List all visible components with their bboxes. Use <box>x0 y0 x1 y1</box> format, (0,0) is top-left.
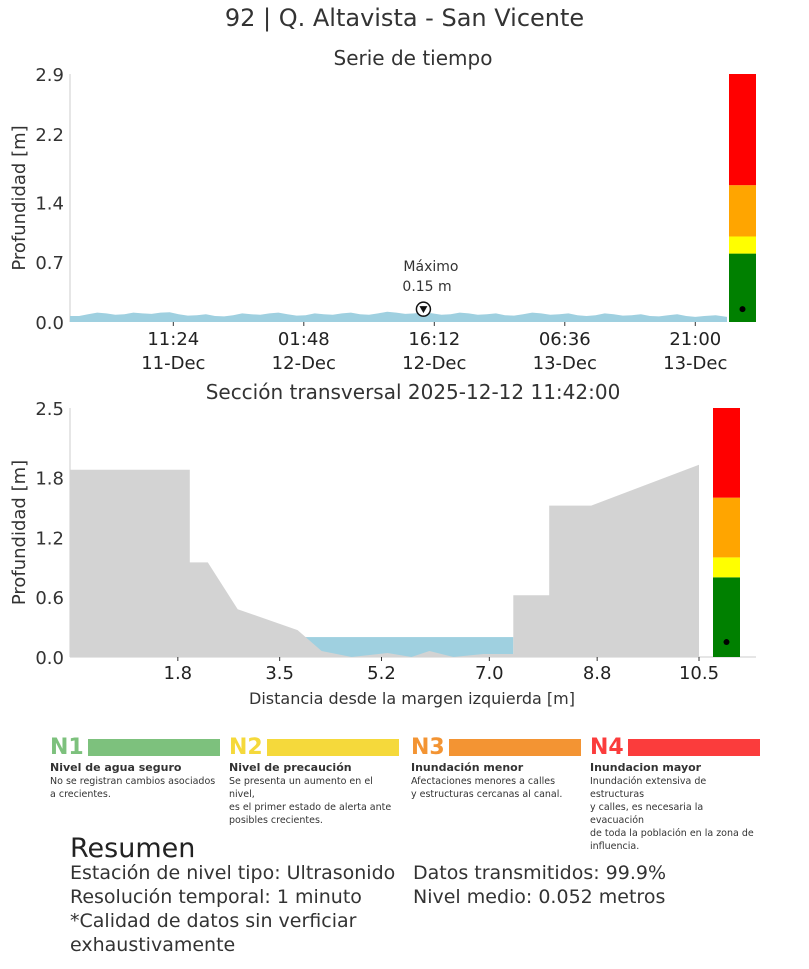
legend-color-bar <box>449 738 581 756</box>
legend-desc-line: es el primer estado de alerta ante <box>229 802 392 813</box>
max-annotation-label: Máximo <box>403 259 458 275</box>
summary-line: Datos transmitidos: 99.9% <box>413 862 667 884</box>
x-tick-label: 06:36 <box>539 329 591 350</box>
water-area <box>285 637 514 657</box>
legend-desc: Se presenta un aumento en el nivel, es e… <box>229 775 399 827</box>
legend-n1: N1 Nivel de agua seguro No se registran … <box>50 735 220 801</box>
y-tick-label: 0.7 <box>35 253 64 274</box>
x-tick-label: 16:12 <box>408 329 460 350</box>
legend-desc-line: posibles crecientes. <box>229 815 323 826</box>
legend-desc-line: No se registran cambios asociados <box>50 776 216 787</box>
legend-n3: N3 Inundación menor Afectaciones menores… <box>411 735 581 801</box>
x-tick-label: 3.5 <box>265 663 294 684</box>
legend-desc-line: y estructuras cercanas al canal. <box>411 789 563 800</box>
legend-n4: N4 Inundacion mayor Inundación extensiva… <box>590 735 760 853</box>
legend-name: Nivel de agua seguro <box>50 761 182 774</box>
y-tick-label: 2.5 <box>35 399 64 420</box>
legend-n2: N2 Nivel de precaución Se presenta un au… <box>229 735 399 827</box>
x-axis-label: Distancia desde la margen izquierda [m] <box>249 689 575 708</box>
x-tick-label: 11:24 <box>147 329 199 350</box>
x-tick-label: 10.5 <box>679 663 719 684</box>
timeseries-chart: 0.0 0.7 1.4 2.2 2.9 11:24 11-Dec 01:48 12-Dec 16:… <box>9 65 756 374</box>
legend-desc: Afectaciones menores a calles y estructu… <box>411 775 581 801</box>
x-tick-label: 13-Dec <box>663 353 727 374</box>
ground-profile <box>70 464 699 657</box>
summary-line: Nivel medio: 0.052 metros <box>413 886 666 908</box>
cross-section-title: Sección transversal 2025-12-12 11:42:00 <box>205 380 621 404</box>
summary-line: Resolución temporal: 1 minuto <box>70 886 362 908</box>
legend-desc: Inundación extensiva de estructuras y ca… <box>590 775 760 853</box>
level-bar-n4 <box>729 74 756 186</box>
level-bar-n2 <box>713 557 740 578</box>
y-tick-label: 1.8 <box>35 469 64 490</box>
x-tick-label: 5.2 <box>367 663 396 684</box>
y-tick-label: 2.9 <box>35 65 64 86</box>
legend-desc: No se registran cambios asociados a crec… <box>50 775 220 801</box>
legend-name: Inundación menor <box>411 761 524 774</box>
x-tick-label: 8.8 <box>583 663 612 684</box>
legend-desc-line: y calles, es necesaria la evacuación <box>590 802 704 826</box>
current-level-dot <box>739 306 746 313</box>
legend-color-bar <box>628 738 760 756</box>
legend-color-bar <box>267 738 399 756</box>
x-tick-label: 11-Dec <box>141 353 205 374</box>
y-tick-label: 0.0 <box>35 648 64 669</box>
summary-title: Resumen <box>70 833 196 864</box>
legend-name: Inundacion mayor <box>590 761 702 774</box>
y-axis-label: Profundidad [m] <box>9 460 30 605</box>
y-tick-label: 1.2 <box>35 528 64 549</box>
level-bar-n3 <box>729 185 756 237</box>
x-tick-label: 1.8 <box>164 663 193 684</box>
legend-name: Nivel de precaución <box>229 761 352 774</box>
y-tick-label: 1.4 <box>35 193 64 214</box>
x-tick-label: 13-Dec <box>533 353 597 374</box>
legend-desc-line: influencia. <box>590 841 640 852</box>
max-marker-arrow-icon <box>419 306 428 314</box>
x-tick-label: 21:00 <box>669 329 721 350</box>
level-bar-n2 <box>729 236 756 254</box>
water-depth-area <box>70 311 727 322</box>
y-tick-label: 0.6 <box>35 588 64 609</box>
timeseries-title: Serie de tiempo <box>333 46 493 70</box>
legend-desc-line: a crecientes. <box>50 789 111 800</box>
level-bar-n3 <box>713 497 740 558</box>
x-tick-label: 7.0 <box>475 663 504 684</box>
legend-color-bar <box>88 738 220 756</box>
legend-code: N4 <box>590 734 624 760</box>
legend-desc-line: de toda la población en la zona de <box>590 828 754 839</box>
x-tick-label: 12-Dec <box>402 353 466 374</box>
legend-code: N3 <box>411 734 445 760</box>
x-tick-label: 12-Dec <box>272 353 336 374</box>
summary-line: exhaustivamente <box>70 934 236 956</box>
legend-code: N1 <box>50 734 84 760</box>
legend-desc-line: Afectaciones menores a calles <box>411 776 556 787</box>
legend-desc-line: Inundación extensiva de estructuras <box>590 776 707 800</box>
legend-code: N2 <box>229 734 263 760</box>
y-axis-label: Profundidad [m] <box>9 125 30 270</box>
max-annotation-value: 0.15 m <box>402 279 451 295</box>
y-tick-label: 0.0 <box>35 313 64 334</box>
y-tick-label: 2.2 <box>35 125 64 146</box>
level-bar-n4 <box>713 408 740 498</box>
summary-line: Estación de nivel tipo: Ultrasonido <box>70 862 396 884</box>
x-tick-label: 01:48 <box>278 329 330 350</box>
summary-line: *Calidad de datos sin verficiar <box>70 910 357 932</box>
legend-desc-line: Se presenta un aumento en el nivel, <box>229 776 373 800</box>
page-title: 92 | Q. Altavista - San Vicente <box>224 4 585 32</box>
current-level-dot <box>723 639 730 646</box>
cross-section-chart: 0.0 0.6 1.2 1.8 2.5 1.8 3.5 5.2 7.0 8.8 10.5 Profun… <box>9 399 756 708</box>
